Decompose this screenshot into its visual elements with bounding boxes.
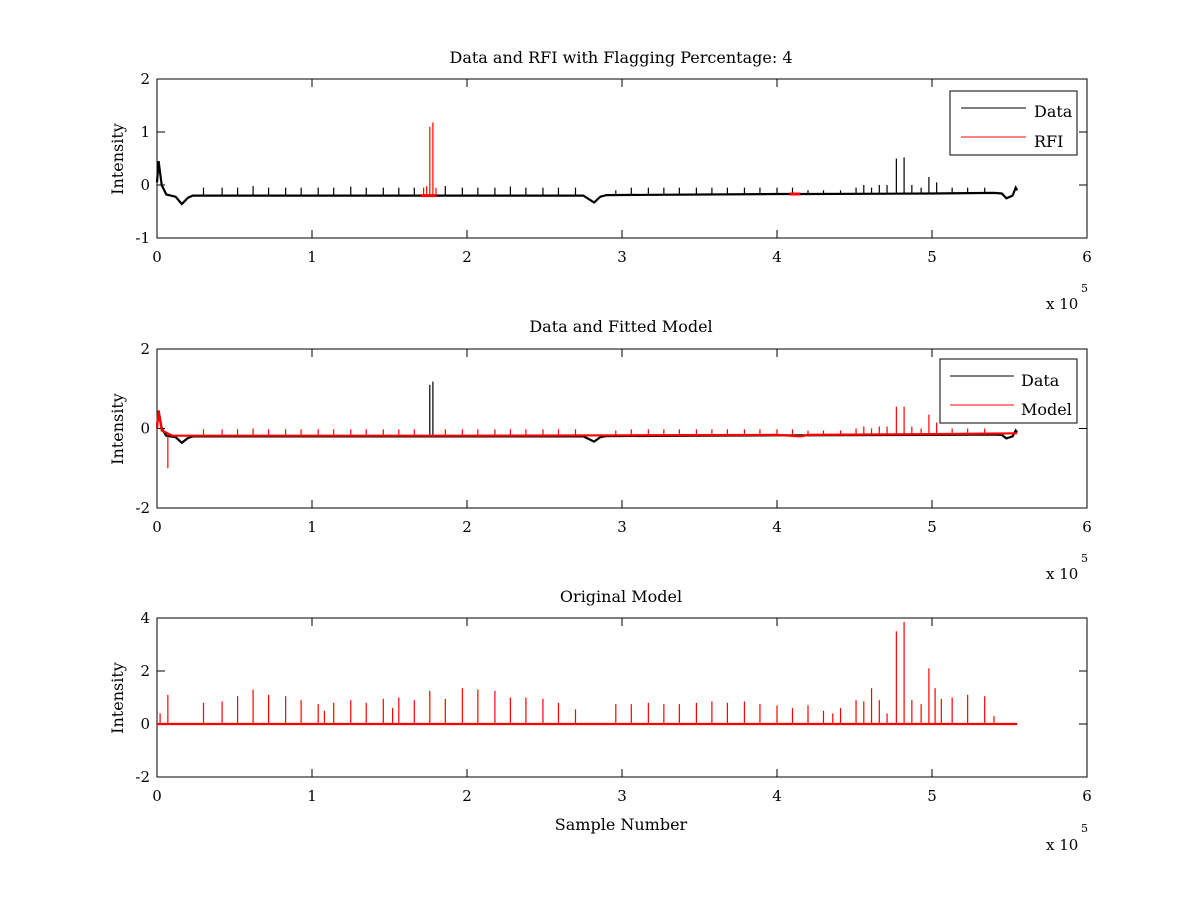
panel-1-axes-box <box>156 78 1088 239</box>
panel-3-xtick-label-4: 4 <box>772 787 782 805</box>
panel-3-ytick-label-1: 0 <box>140 715 150 733</box>
panel-2-x-multiplier-exponent: 5 <box>1081 552 1088 565</box>
panel-3-xtick-label-0: 0 <box>152 787 162 805</box>
panel-1-ytick-label-2: 1 <box>140 123 150 141</box>
panel-1-plot <box>155 122 1019 206</box>
panel-1-xtick-label-1: 1 <box>307 248 317 266</box>
panel-2-xtick-label-1: 1 <box>307 518 317 536</box>
panel-3-title: Original Model <box>560 587 682 606</box>
panel-1-xtick-label-6: 6 <box>1082 248 1092 266</box>
panel-3-ylabel: Intensity <box>108 662 127 734</box>
panel-3-ytick-label-0: -2 <box>135 768 150 786</box>
panel-2-legend-model-label: Model <box>1021 400 1072 419</box>
panel-1-ytick-label-1: 0 <box>140 176 150 194</box>
panel-1-ylabel: Intensity <box>108 123 127 195</box>
panel-2-xtick-label-3: 3 <box>617 518 627 536</box>
panel-3-ytick-label-3: 4 <box>140 609 150 627</box>
panel-1-yticks: -1 0 1 2 <box>135 70 1087 247</box>
panel-2-xticks: 0 1 2 3 4 5 6 <box>152 349 1092 536</box>
panel-1-legend-data-label: Data <box>1034 102 1073 121</box>
panel-1-xtick-label-4: 4 <box>772 248 782 266</box>
panel-1-data-line <box>155 161 1019 206</box>
panel-3-xtick-label-3: 3 <box>617 787 627 805</box>
panel-2-xtick-label-5: 5 <box>927 518 937 536</box>
panel-3-xtick-label-5: 5 <box>927 787 937 805</box>
panel-3-axes-box <box>156 617 1088 778</box>
panel-1: Data and RFI with Flagging Percentage: 4… <box>108 48 1092 313</box>
panel-1-legend-box <box>949 90 1078 156</box>
panel-2-axes-box <box>156 348 1088 509</box>
panel-2-xtick-label-2: 2 <box>462 518 472 536</box>
panel-3-xtick-label-6: 6 <box>1082 787 1092 805</box>
panel-2-xtick-label-6: 6 <box>1082 518 1092 536</box>
panel-2-legend: Data Model <box>939 358 1078 424</box>
panel-2-plot <box>155 381 1019 469</box>
panel-2-legend-data-label: Data <box>1021 371 1060 390</box>
panel-1-ytick-label-0: -1 <box>135 229 150 247</box>
panel-3-xticks: 0 1 2 3 4 5 6 <box>152 618 1092 805</box>
panel-2-ytick-label-0: -2 <box>135 499 150 517</box>
panel-2-xtick-label-4: 4 <box>772 518 782 536</box>
panel-1-xtick-label-0: 0 <box>152 248 162 266</box>
panel-1-title: Data and RFI with Flagging Percentage: 4 <box>449 48 792 67</box>
panel-3-xlabel: Sample Number <box>555 815 688 834</box>
panel-3-plot <box>157 621 1018 726</box>
panel-1-legend: Data RFI <box>949 90 1078 156</box>
panel-2-xtick-label-0: 0 <box>152 518 162 536</box>
panel-3-xtick-label-2: 2 <box>462 787 472 805</box>
panel-2-ylabel: Intensity <box>108 393 127 465</box>
panel-1-x-multiplier-exponent: 5 <box>1081 282 1088 295</box>
panel-1-xtick-label-3: 3 <box>617 248 627 266</box>
panel-3-x-multiplier: x 10 <box>1046 836 1078 854</box>
panel-1-ytick-label-3: 2 <box>140 70 150 88</box>
panel-2-model-line <box>155 410 1018 438</box>
panel-1-xtick-label-5: 5 <box>927 248 937 266</box>
panel-1-x-multiplier: x 10 <box>1046 295 1078 313</box>
panel-1-xtick-label-2: 2 <box>462 248 472 266</box>
panel-1-xticks: 0 1 2 3 4 5 6 <box>152 79 1092 266</box>
panel-2-ytick-label-2: 2 <box>140 340 150 358</box>
panel-3-xtick-label-1: 1 <box>307 787 317 805</box>
panel-2-title: Data and Fitted Model <box>529 317 712 336</box>
panel-2-ytick-label-1: 0 <box>140 420 150 438</box>
panel-1-legend-rfi-label: RFI <box>1034 132 1063 151</box>
panel-3-ytick-label-2: 2 <box>140 662 150 680</box>
panel-2-legend-box <box>939 358 1078 424</box>
panel-3-x-multiplier-exponent: 5 <box>1081 822 1088 835</box>
panel-2-x-multiplier: x 10 <box>1046 565 1078 583</box>
